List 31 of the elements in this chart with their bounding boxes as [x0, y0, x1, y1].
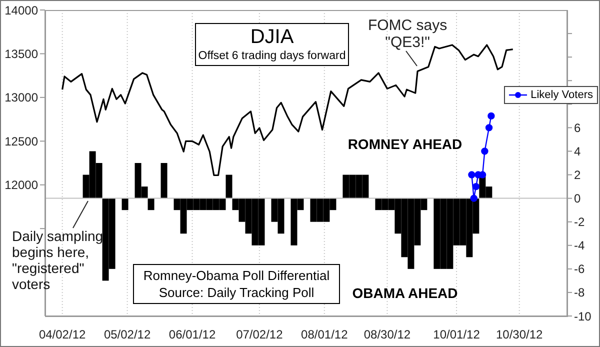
annotation: OBAMA AHEAD [352, 285, 458, 301]
x-tick-label: 07/02/12 [236, 328, 284, 342]
y2-tick-label: -8 [574, 286, 585, 300]
x-tick-label: 10/30/12 [496, 328, 544, 342]
y-tick-label: 13000 [4, 90, 38, 105]
y2-tick-label: 4 [574, 144, 581, 158]
text: Offset 6 trading days forward [197, 49, 347, 63]
y-tick-label: 13500 [4, 46, 38, 61]
annotation: Romney-Obama Poll Differential [142, 267, 331, 284]
annotation: FOMC says "QE3!" [366, 17, 448, 52]
annotation: Daily sampling begins here, "registered" voters [12, 228, 104, 292]
text: DJIA [249, 25, 295, 49]
y2-tick-label: 6 [574, 120, 581, 135]
legend-label: Likely Voters [530, 89, 593, 101]
annotation: Source: Daily Tracking Poll [158, 284, 316, 301]
y2-tick-label: -2 [574, 215, 585, 230]
y2-tick-label: -4 [574, 238, 585, 253]
y2-tick-label: -6 [574, 262, 585, 276]
x-tick-label: 04/02/12 [38, 328, 86, 342]
x-tick-label: 10/01/12 [433, 328, 480, 342]
x-tick-label: 08/30/12 [364, 328, 411, 342]
x-tick-label: 08/01/12 [301, 328, 348, 342]
y2-tick-label: 2 [574, 168, 581, 182]
y-tick-label: 12000 [4, 178, 38, 192]
y2-tick-label: 0 [574, 192, 581, 206]
y2-tick-label: -10 [574, 309, 592, 324]
annotation: ROMNEY AHEAD [346, 136, 464, 152]
y-tick-label: 14000 [4, 3, 38, 18]
y-tick-label: 12500 [4, 134, 38, 148]
x-tick-label: 06/01/12 [168, 328, 216, 342]
x-tick-label: 05/02/12 [104, 328, 151, 342]
